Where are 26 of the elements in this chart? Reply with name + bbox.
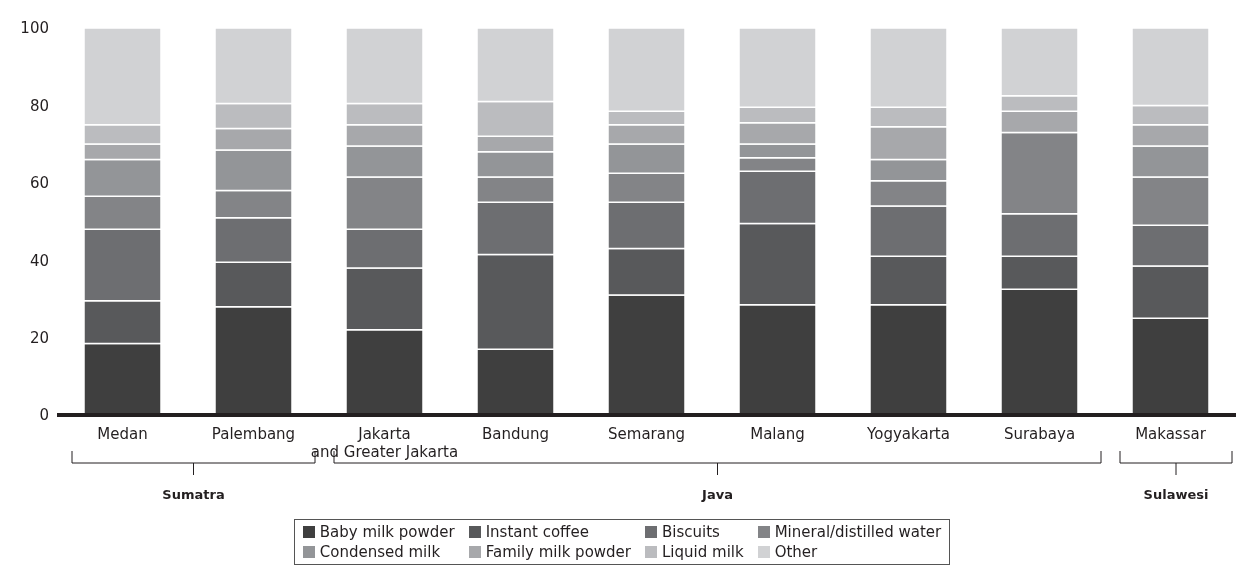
legend-label: Liquid milk: [662, 542, 744, 562]
y-tick-label: 60: [29, 174, 49, 193]
x-tick-label: Palembang: [211, 425, 296, 443]
text: Sumatra: [162, 487, 225, 502]
legend-label: Biscuits: [662, 522, 720, 542]
legend-label: Other: [774, 542, 818, 562]
y-tick-label: 100: [20, 19, 49, 38]
x-tick-label: Bandung: [481, 425, 550, 443]
y-tick-label: 40: [29, 251, 49, 270]
x-tick-label: Malang: [750, 425, 805, 443]
y-tick-label: 80: [29, 96, 49, 115]
x-tick-label: Medan: [97, 425, 148, 443]
x-tick-label: Makassar: [1135, 425, 1207, 443]
x-tick-label: Semarang: [608, 425, 685, 443]
text: Java: [701, 487, 733, 502]
legend-label: Condensed milk: [319, 542, 441, 562]
x-tick-label: Yogyakarta: [866, 425, 950, 443]
x-tick-label: Surabaya: [1003, 425, 1076, 443]
legend-label: Family milk powder: [485, 542, 632, 562]
x-tick-label: Jakarta and Greater Jakarta: [310, 425, 459, 461]
y-tick-label: 0: [39, 406, 49, 425]
legend-label: Baby milk powder: [319, 522, 455, 542]
text: Sulawesi: [1143, 487, 1209, 502]
y-tick-label: 20: [29, 328, 49, 347]
legend-label: Instant coffee: [485, 522, 589, 542]
legend-label: Mineral/distilled water: [774, 522, 942, 542]
